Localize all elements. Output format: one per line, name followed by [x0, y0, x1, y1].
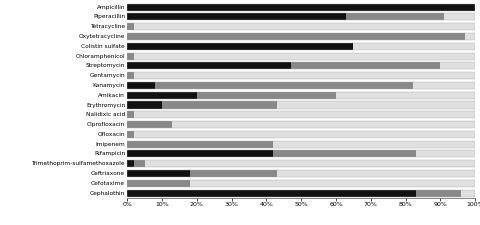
Bar — [197, 92, 336, 99]
Bar — [277, 101, 475, 108]
Bar — [127, 190, 475, 197]
Bar — [416, 151, 475, 158]
Bar — [127, 33, 465, 40]
Bar — [155, 82, 412, 89]
Bar — [127, 92, 475, 99]
Bar — [127, 141, 274, 148]
Bar — [127, 131, 475, 138]
Bar — [127, 160, 134, 167]
Bar — [127, 170, 475, 177]
Bar — [347, 14, 444, 20]
Bar — [127, 151, 274, 158]
Bar — [336, 92, 475, 99]
Bar — [134, 53, 475, 60]
Bar — [127, 180, 190, 187]
Bar — [127, 4, 475, 11]
Bar — [127, 131, 134, 138]
Bar — [127, 43, 475, 50]
Bar — [274, 151, 416, 158]
Bar — [134, 23, 475, 30]
Bar — [134, 131, 475, 138]
Bar — [127, 190, 416, 197]
Bar — [127, 53, 475, 60]
Bar — [127, 92, 197, 99]
Bar — [127, 111, 475, 118]
Bar — [127, 170, 190, 177]
Bar — [127, 82, 155, 89]
Bar — [291, 62, 441, 69]
Bar — [127, 121, 172, 128]
Bar — [190, 170, 277, 177]
Bar — [172, 121, 475, 128]
Bar — [127, 4, 475, 11]
Bar — [277, 170, 475, 177]
Bar — [127, 151, 475, 158]
Bar — [441, 62, 475, 69]
Bar — [413, 82, 475, 89]
Bar — [190, 180, 475, 187]
Bar — [134, 160, 144, 167]
Bar — [127, 141, 475, 148]
Bar — [134, 72, 475, 79]
Bar — [461, 190, 475, 197]
Bar — [127, 101, 162, 108]
Bar — [144, 160, 475, 167]
Bar — [416, 190, 461, 197]
Bar — [127, 23, 134, 30]
Bar — [127, 33, 475, 40]
Bar — [444, 14, 475, 20]
Bar — [127, 14, 475, 20]
Bar — [162, 101, 277, 108]
Bar — [127, 101, 475, 108]
Bar — [127, 43, 353, 50]
Bar — [127, 111, 134, 118]
Bar — [127, 72, 475, 79]
Bar — [465, 33, 475, 40]
Bar — [127, 62, 291, 69]
Bar — [127, 72, 134, 79]
Bar — [134, 111, 475, 118]
Bar — [127, 82, 475, 89]
Bar — [127, 14, 347, 20]
Bar — [127, 62, 475, 69]
Bar — [127, 160, 475, 167]
Bar — [127, 23, 475, 30]
Bar — [127, 53, 134, 60]
Bar — [127, 121, 475, 128]
Bar — [353, 43, 475, 50]
Bar — [274, 141, 475, 148]
Bar — [127, 180, 475, 187]
